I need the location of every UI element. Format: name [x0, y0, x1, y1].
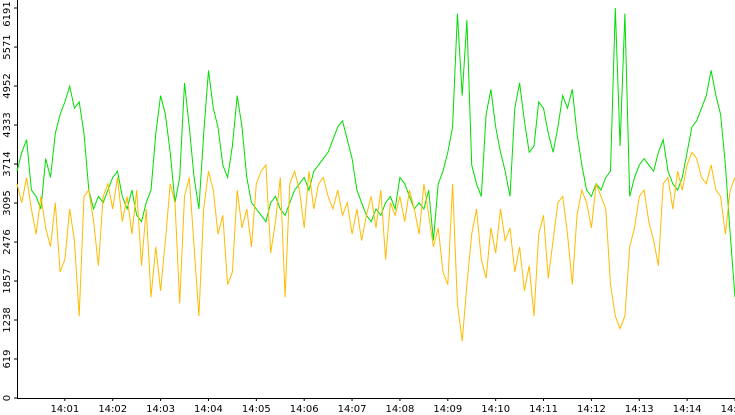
- y-tick-label: 619: [2, 349, 13, 368]
- x-tick-label: 14:03: [146, 404, 175, 415]
- y-tick-label: 3095: [2, 190, 13, 215]
- x-tick-label: 14:13: [625, 404, 654, 415]
- x-tick-label: 14:05: [242, 404, 271, 415]
- x-tick-label: 14:02: [98, 404, 127, 415]
- y-tick-label: 3714: [2, 151, 13, 176]
- y-tick-label: 5571: [2, 34, 13, 59]
- x-tick-label: 14:01: [50, 404, 79, 415]
- x-tick-label: 14:15: [721, 404, 735, 415]
- y-tick-label: 0: [2, 395, 13, 401]
- y-tick-label: 6191: [2, 1, 13, 26]
- x-tick-label: 14:06: [290, 404, 319, 415]
- x-tick-label: 14:10: [481, 404, 510, 415]
- x-tick-label: 14:04: [194, 404, 223, 415]
- x-tick-label: 14:08: [386, 404, 415, 415]
- series-line: [16, 151, 735, 342]
- x-tick-label: 14:12: [577, 404, 606, 415]
- y-tick-label: 4952: [2, 73, 13, 98]
- x-tick-label: 14:07: [338, 404, 367, 415]
- x-tick-label: 14:09: [433, 404, 462, 415]
- x-tick-label: 14:11: [529, 404, 558, 415]
- x-tick-label: 14:14: [673, 404, 702, 415]
- y-tick-label: 2476: [2, 229, 13, 254]
- series-line: [16, 7, 735, 298]
- y-tick-label: 4333: [2, 112, 13, 137]
- y-tick-label: 1238: [2, 307, 13, 332]
- y-tick-label: 1857: [2, 268, 13, 293]
